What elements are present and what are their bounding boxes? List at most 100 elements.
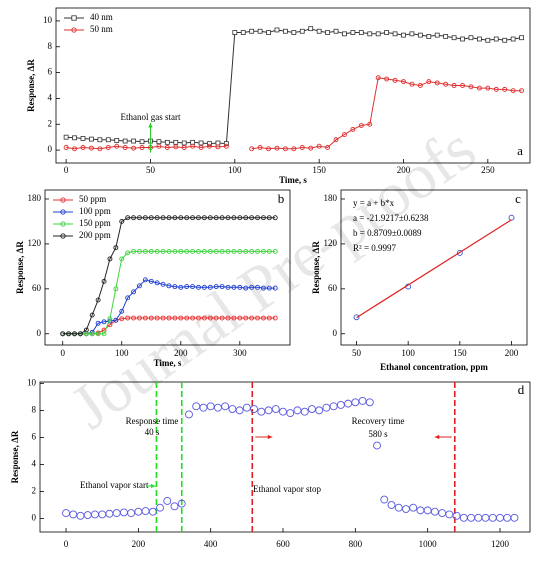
data-point: [225, 248, 231, 254]
data-point: [271, 405, 280, 413]
data-point: [307, 405, 316, 413]
data-point: [430, 507, 439, 516]
data-point: [468, 35, 474, 41]
data-point: [184, 315, 190, 321]
data-point: [166, 215, 172, 221]
x-tick-label: 50: [352, 348, 362, 358]
data-point: [148, 507, 157, 516]
legend-label: 100 ppm: [79, 206, 111, 216]
data-point: [266, 285, 272, 291]
x-tick-label: 0: [64, 539, 69, 549]
x-tick-label: 300: [233, 348, 247, 358]
data-point: [272, 285, 278, 291]
data-point: [190, 315, 196, 321]
data-point: [451, 83, 457, 88]
y-tick-label: 6: [32, 431, 37, 441]
data-point: [237, 248, 243, 254]
legend-label: 50 ppm: [79, 194, 106, 204]
data-point: [63, 134, 69, 140]
data-point: [190, 248, 196, 254]
data-point: [249, 315, 255, 321]
data-point: [207, 141, 212, 147]
data-point: [107, 316, 113, 322]
data-point: [164, 145, 170, 150]
data-point: [342, 31, 347, 37]
panel-label: c: [515, 191, 521, 206]
data-point: [172, 215, 178, 221]
data-point: [89, 331, 95, 337]
data-point: [219, 215, 225, 221]
data-point: [367, 121, 373, 127]
data-point: [272, 315, 278, 321]
y-tick-label: 120: [28, 238, 42, 248]
data-point: [178, 315, 184, 321]
data-point: [201, 248, 207, 254]
data-point: [235, 406, 244, 415]
watermark: Journal Pre-proofs: [58, 112, 487, 442]
x-tick-label: 800: [349, 539, 363, 549]
annotation: 580 s: [368, 429, 388, 439]
y-tick-label: 4: [32, 458, 37, 468]
data-point: [272, 215, 278, 221]
y-axis-label: Response, ΔR: [26, 59, 36, 112]
data-point: [119, 218, 125, 224]
data-point: [154, 248, 160, 254]
data-point: [460, 83, 465, 88]
data-point: [113, 245, 119, 251]
data-point: [496, 513, 504, 522]
data-point: [184, 284, 190, 290]
data-point: [460, 36, 465, 42]
data-point: [219, 315, 225, 321]
data-point: [181, 145, 187, 150]
data-point: [358, 30, 364, 35]
data-point: [196, 315, 201, 321]
y-tick-label: 60: [32, 283, 42, 293]
data-point: [510, 88, 516, 94]
data-point: [137, 283, 142, 289]
data-point: [344, 399, 353, 408]
data-point: [131, 145, 137, 151]
data-point: [510, 36, 516, 42]
data-point: [467, 513, 476, 522]
data-point: [154, 280, 160, 286]
data-point: [119, 508, 128, 517]
data-point: [468, 84, 474, 90]
legend-label: 150 ppm: [79, 218, 111, 228]
y-tick-label: 120: [324, 238, 338, 248]
data-point: [401, 32, 406, 38]
data-point: [172, 315, 178, 321]
data-point: [417, 83, 423, 88]
data-point: [148, 315, 154, 321]
data-point: [101, 319, 107, 325]
data-point: [325, 145, 331, 150]
data-point: [341, 132, 347, 138]
x-tick-label: 100: [228, 165, 242, 175]
data-point: [502, 37, 508, 43]
series-line: [62, 317, 276, 335]
data-point: [260, 215, 266, 221]
data-point: [243, 215, 249, 221]
y-axis-label: Response, ΔR: [15, 241, 25, 294]
data-point: [196, 284, 201, 290]
data-point: [207, 248, 213, 254]
data-point: [131, 248, 137, 254]
x-tick-label: 1000: [419, 539, 438, 549]
annotation: Ethanol vapor stop: [253, 484, 321, 494]
data-point: [101, 278, 107, 284]
plot-frame: [44, 189, 291, 346]
data-point: [231, 215, 237, 221]
data-point: [299, 28, 305, 34]
series-line: [66, 77, 522, 150]
data-point: [351, 398, 360, 407]
data-point: [358, 123, 364, 128]
data-point: [392, 77, 398, 83]
data-point: [190, 215, 196, 221]
data-point: [91, 510, 99, 519]
data-point: [237, 215, 243, 221]
y-tick-label: 180: [324, 193, 338, 203]
data-point: [125, 215, 131, 221]
data-point: [207, 315, 213, 321]
data-point: [166, 248, 172, 254]
data-point: [215, 140, 221, 146]
